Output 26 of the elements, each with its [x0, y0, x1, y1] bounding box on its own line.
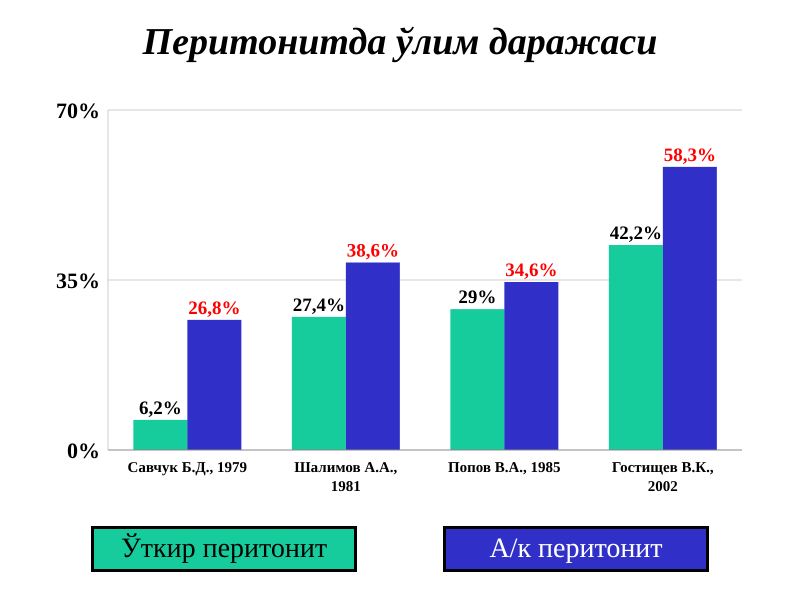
x-tick-label: Савчук Б.Д., 1979	[128, 460, 247, 476]
y-tick-label: 0%	[67, 438, 100, 463]
data-label: 42,2%	[610, 223, 662, 244]
data-label: 26,8%	[188, 298, 240, 319]
x-tick-label: Шалимов А.А., 1981	[294, 460, 398, 495]
data-label: 29%	[458, 287, 496, 308]
bar	[187, 320, 242, 450]
data-label: 38,6%	[346, 240, 399, 262]
y-tick-label: 35%	[56, 268, 100, 293]
bar	[608, 245, 663, 450]
x-tick-label: Гостищев В.К., 2002	[612, 460, 714, 495]
x-tick-label: Попов В.А., 1985	[448, 460, 561, 476]
data-label: 6,2%	[138, 398, 182, 419]
bar	[504, 282, 558, 450]
bar	[133, 420, 188, 450]
bar	[662, 166, 717, 450]
bar	[346, 262, 400, 450]
data-label: 34,6%	[505, 260, 558, 281]
bar	[450, 309, 504, 450]
data-label: 58,3%	[664, 144, 716, 166]
y-tick-label: 70%	[56, 98, 100, 123]
chart-title: Перитонитда ўлим даражаси	[142, 21, 658, 63]
text: А/к перитонит	[443, 526, 709, 572]
bar	[292, 316, 346, 450]
text: Ўткир перитонит	[91, 526, 357, 572]
data-label: 27,4%	[292, 294, 345, 316]
